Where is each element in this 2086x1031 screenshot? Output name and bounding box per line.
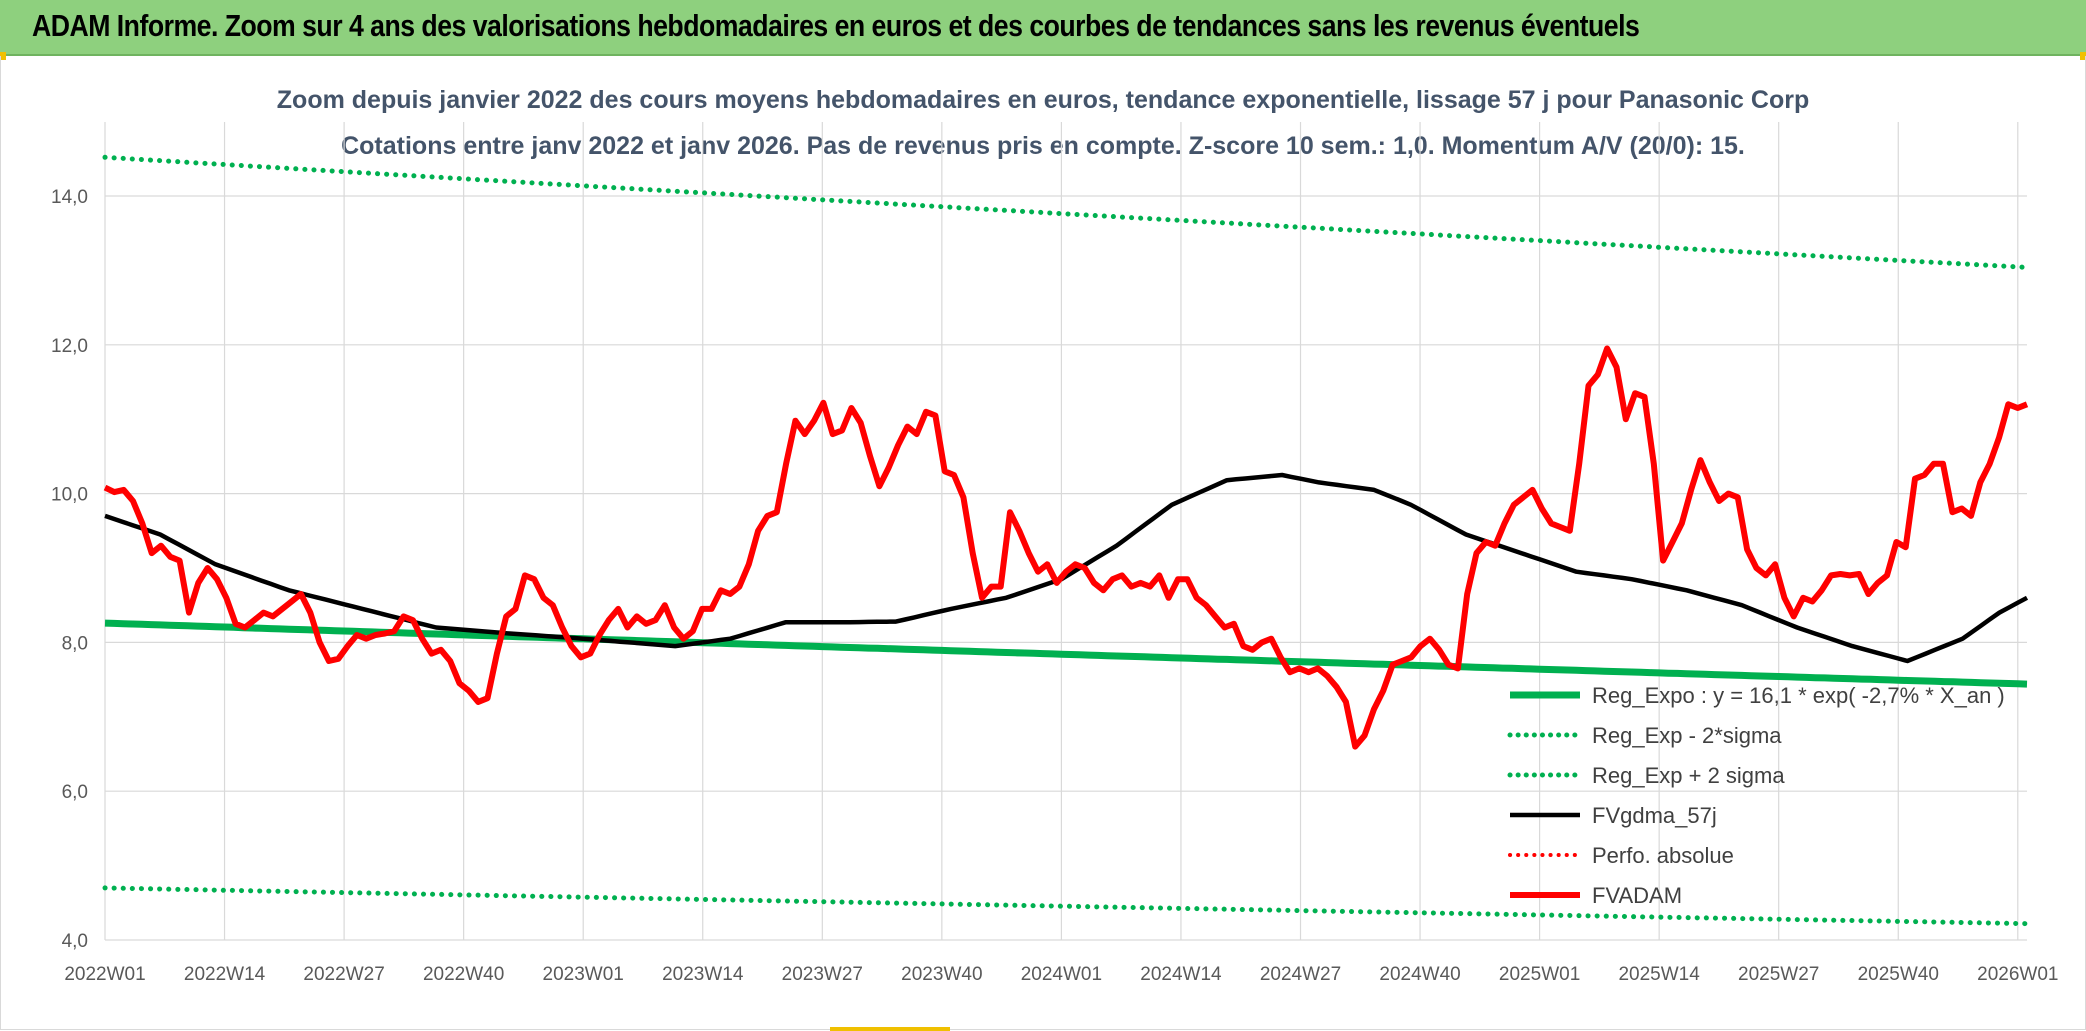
x-tick-label: 2023W01: [543, 964, 624, 985]
bottom-accent: [830, 1027, 950, 1031]
y-axis-ticks: 4,0 6,0 8,0 10,0 12,0 14,0: [51, 187, 88, 952]
chart-title: Zoom depuis janvier 2022 des cours moyen…: [277, 86, 1809, 114]
chart-subtitle: Cotations entre janv 2022 et janv 2026. …: [341, 132, 1745, 160]
x-tick-label: 2022W40: [423, 964, 504, 985]
x-tick-label: 2023W14: [662, 964, 744, 985]
legend: Reg_Expo : y = 16,1 * exp( -2,7% * X_an …: [1507, 683, 2005, 908]
legend-label: Reg_Exp + 2 sigma: [1592, 763, 1785, 788]
x-tick-label: 2025W40: [1858, 964, 1939, 985]
x-tick-label: 2026W01: [1977, 964, 2058, 985]
x-tick-label: 2022W01: [64, 964, 145, 985]
x-tick-label: 2023W40: [901, 964, 982, 985]
corner-accent-right: [2080, 52, 2086, 60]
moving-average-line: [104, 472, 2029, 664]
series-lines: [102, 154, 2030, 927]
y-tick-label: 14,0: [51, 187, 88, 208]
lower-band-line: [102, 885, 2030, 927]
x-tick-label: 2022W14: [184, 964, 266, 985]
x-tick-label: 2025W14: [1618, 964, 1700, 985]
y-tick-label: 6,0: [62, 782, 88, 803]
upper-band-line: [102, 154, 2030, 270]
x-tick-label: 2024W40: [1379, 964, 1460, 985]
legend-label: FVgdma_57j: [1592, 803, 1717, 828]
x-axis-ticks: 2022W01 2022W14 2022W27 2022W40 2023W01 2023W…: [64, 964, 2058, 985]
x-tick-label: 2024W27: [1260, 964, 1341, 985]
x-tick-label: 2024W14: [1140, 964, 1222, 985]
y-tick-label: 8,0: [62, 633, 88, 654]
y-tick-label: 12,0: [51, 336, 88, 357]
legend-label: Reg_Expo : y = 16,1 * exp( -2,7% * X_an …: [1592, 683, 2005, 708]
x-tick-label: 2025W27: [1738, 964, 1819, 985]
title-banner: ADAM Informe. Zoom sur 4 ans des valoris…: [0, 0, 2086, 56]
x-tick-label: 2025W01: [1499, 964, 1580, 985]
legend-label: FVADAM: [1592, 883, 1682, 908]
y-tick-label: 4,0: [62, 931, 88, 952]
x-tick-label: 2023W27: [782, 964, 863, 985]
corner-accent-left: [0, 52, 6, 60]
legend-label: Perfo. absolue: [1592, 843, 1734, 868]
y-tick-label: 10,0: [51, 485, 88, 506]
legend-label: Reg_Exp - 2*sigma: [1592, 723, 1782, 748]
gridlines: [104, 122, 2027, 941]
banner-title: ADAM Informe. Zoom sur 4 ans des valoris…: [32, 8, 1640, 43]
fvadam-line: [103, 345, 2029, 750]
x-tick-label: 2022W27: [303, 964, 384, 985]
x-tick-label: 2024W01: [1021, 964, 1102, 985]
regression-line: [104, 619, 2028, 688]
